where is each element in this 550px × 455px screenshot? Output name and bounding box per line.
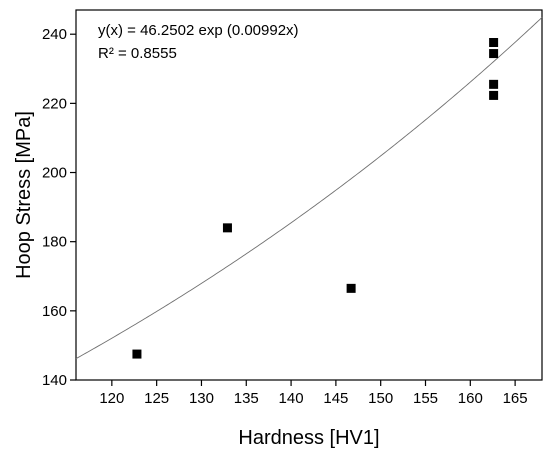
data-point [222, 223, 232, 233]
x-tick-label: 130 [189, 390, 214, 407]
y-axis-ticks: 140 160 180 200 220 240 [42, 26, 76, 389]
x-tick-label: 155 [413, 390, 438, 407]
y-tick-label: 240 [42, 26, 67, 43]
x-tick-label: 150 [368, 390, 393, 407]
y-tick-label: 220 [42, 95, 67, 112]
data-point [132, 349, 142, 359]
fit-equation: y(x) = 46.2502 exp (0.00992x) [98, 22, 299, 39]
x-tick-label: 140 [279, 390, 304, 407]
data-points [132, 38, 499, 359]
fit-curve [75, 17, 543, 360]
x-tick-label: 125 [144, 390, 169, 407]
data-point [489, 38, 499, 47]
y-tick-label: 200 [42, 165, 67, 182]
x-tick-label: 165 [503, 390, 528, 407]
plot-frame [75, 9, 543, 381]
x-tick-label: 120 [99, 390, 124, 407]
data-point [489, 49, 499, 59]
y-tick-label: 160 [42, 303, 67, 320]
y-axis-title: Hoop Stress [MPa] [13, 111, 35, 279]
y-tick-label: 180 [42, 234, 67, 251]
data-point [346, 283, 356, 293]
x-tick-label: 135 [234, 390, 259, 407]
x-tick-label: 160 [458, 390, 483, 407]
x-axis-title: Hardness [HV1] [238, 427, 379, 449]
data-point [489, 90, 499, 100]
x-axis-ticks: 120 125 130 135 140 145 150 155 160 165 [99, 380, 528, 407]
data-point [489, 79, 499, 89]
r-squared: R² = 0.8555 [98, 45, 177, 62]
y-tick-label: 140 [42, 372, 67, 389]
x-tick-label: 145 [323, 390, 348, 407]
